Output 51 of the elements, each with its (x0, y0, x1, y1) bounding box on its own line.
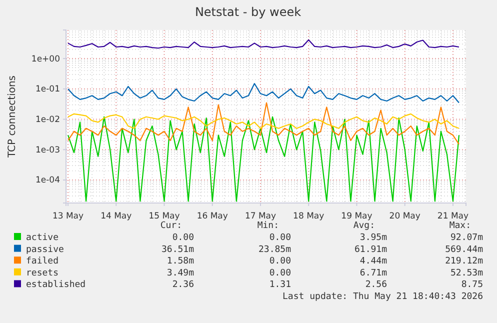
line-series (67, 39, 460, 49)
text: 0.00 (269, 256, 291, 267)
text: 2.56 (365, 280, 387, 290)
text: Avg: (353, 221, 375, 231)
text: 1.31 (269, 280, 291, 290)
y-tick-label: 1e+00 (31, 54, 60, 64)
text: 2.36 (172, 280, 194, 290)
text: 52.53m (450, 268, 483, 278)
text: 8.75 (461, 280, 483, 290)
text: 0.00 (172, 233, 194, 243)
text: 3.95m (360, 233, 387, 243)
text: 3.49m (166, 268, 194, 278)
x-tick-label: 17 May (244, 211, 276, 222)
text: Min: (257, 221, 279, 231)
line-series (67, 113, 460, 129)
chart-title: Netstat - by week (194, 5, 302, 19)
text: 0.00 (269, 233, 291, 243)
text: Last update: Thu May 21 18:40:43 2026 (282, 292, 483, 302)
x-tick-label: 13 May (52, 211, 84, 222)
line-series (67, 116, 460, 202)
text: 92.07m (450, 233, 483, 243)
line-series (67, 83, 460, 104)
legend-label: passive (26, 244, 64, 255)
text: 61.91m (354, 244, 387, 255)
x-tick-label: 18 May (293, 211, 324, 222)
text: 4.44m (360, 256, 387, 267)
legend-label: active (26, 233, 59, 243)
text: 219.12m (445, 256, 483, 267)
text: 23.85m (258, 244, 291, 255)
legend-label: failed (26, 256, 59, 267)
legend-label: established (26, 280, 86, 290)
x-tick-label: 20 May (389, 211, 420, 222)
y-tick-label: 1e-03 (35, 145, 60, 156)
x-tick-label: 19 May (341, 211, 372, 222)
x-tick-label: 21 May (437, 211, 469, 222)
text: 569.44m (445, 244, 483, 255)
x-tick-label: 16 May (196, 211, 228, 222)
text: Max: (449, 221, 471, 231)
y-tick-label: 1e-01 (35, 84, 60, 95)
line-series (67, 102, 460, 145)
text: 6.71m (360, 268, 387, 278)
text: 36.51m (161, 244, 194, 255)
y-tick-label: 1e-02 (35, 114, 60, 125)
x-tick-label: 14 May (100, 211, 132, 222)
legend-label: resets (26, 268, 59, 278)
y-axis-title: TCP connections (7, 75, 18, 159)
y-tick-label: 1e-04 (35, 176, 60, 186)
text: Cur: (160, 221, 182, 231)
text: 1.58m (166, 256, 194, 267)
text: 0.00 (269, 268, 291, 278)
x-tick-label: 15 May (148, 211, 180, 222)
